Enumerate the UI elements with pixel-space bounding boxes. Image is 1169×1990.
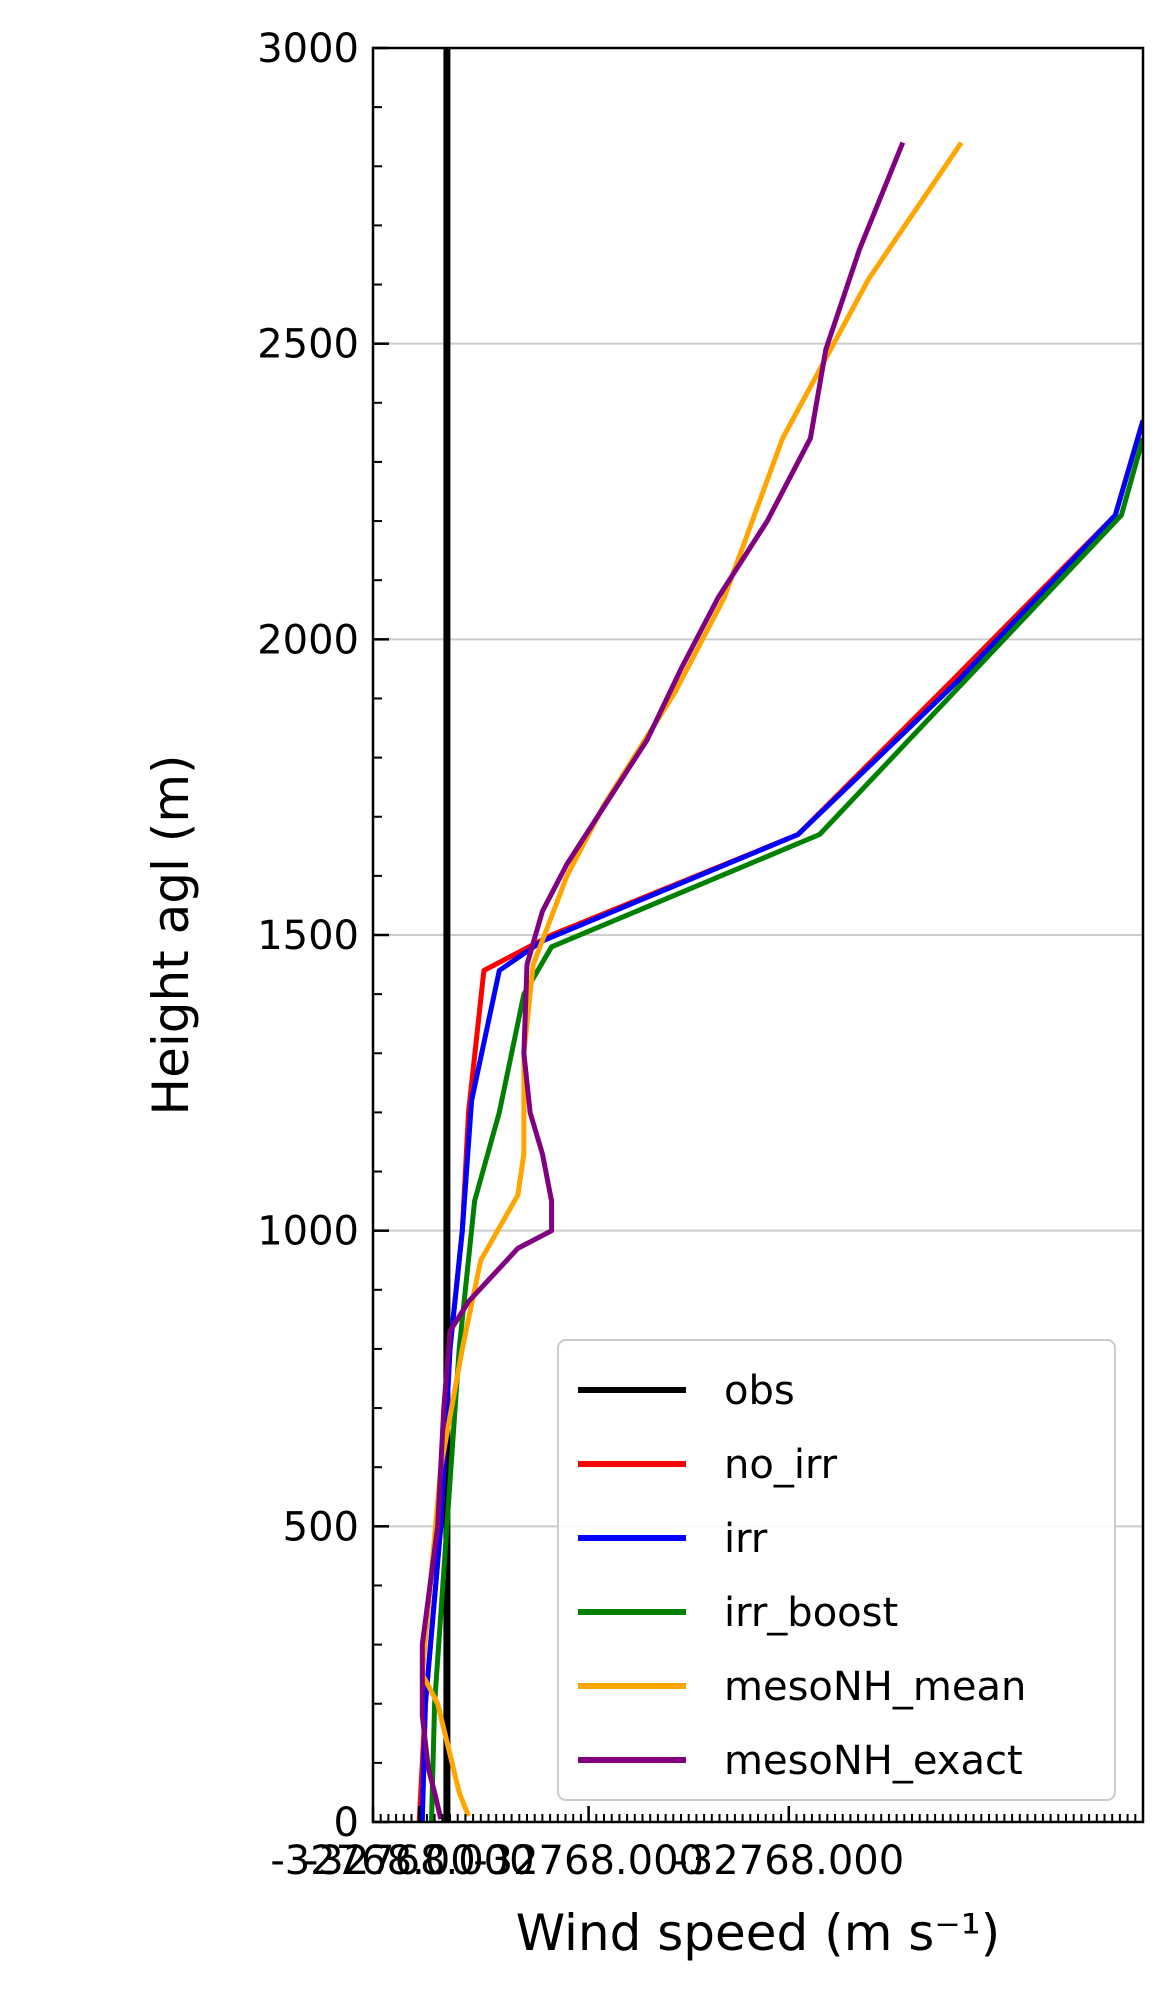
y-axis-label: Height agl (m) — [142, 754, 200, 1115]
series-line-mesoNH-exact — [419, 141, 906, 1820]
legend-label: mesoNH_mean — [724, 1664, 1026, 1710]
y-tick-label: 1000 — [257, 1209, 359, 1255]
x-axis-label: Wind speed (m s⁻¹) — [516, 1904, 1001, 1962]
series-line-irr-boost — [429, 437, 1143, 1822]
x-axis-ticks: -32768.00-32768.000-32768.000-32768.000 — [270, 1806, 1144, 1884]
series-lines — [416, 48, 1143, 1822]
legend-label: no_irr — [724, 1442, 838, 1488]
y-tick-label: 3000 — [257, 26, 359, 72]
legend-label: mesoNH_exact — [724, 1738, 1023, 1784]
x-tick-label: -32768.00 — [270, 1838, 475, 1884]
y-tick-label: 500 — [283, 1504, 359, 1550]
x-tick-label: -32768.000 — [473, 1838, 704, 1884]
legend-box — [557, 1339, 1116, 1801]
y-tick-label: 1500 — [257, 913, 359, 959]
series-line-irr — [419, 419, 1143, 1822]
legend-label: irr_boost — [724, 1590, 898, 1636]
y-tick-label: 2000 — [257, 617, 359, 663]
x-tick-label: -32768.000 — [304, 1838, 535, 1884]
y-tick-label: 2500 — [257, 322, 359, 368]
y-tick-label: 0 — [334, 1800, 359, 1846]
legend-label: irr — [724, 1516, 768, 1562]
y-axis-ticks: 0 500 1000 1500 2000 2500 3000 — [257, 26, 389, 1846]
x-tick-label: -32768.000 — [673, 1838, 904, 1884]
legend-label: obs — [724, 1368, 795, 1414]
